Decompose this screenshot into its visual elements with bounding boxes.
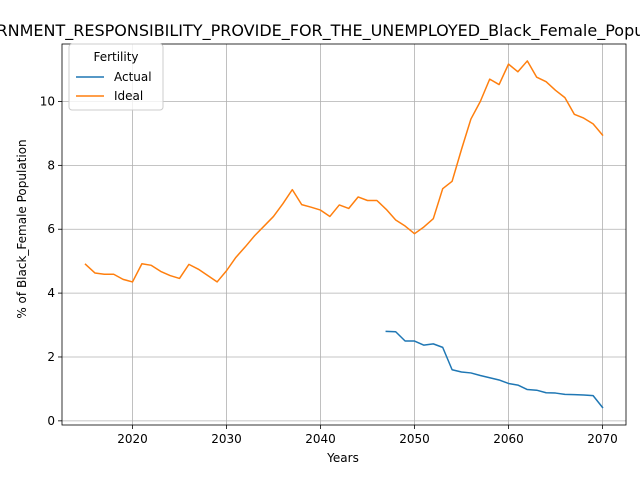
- y-tick-label: 8: [47, 158, 55, 172]
- y-tick-label: 0: [47, 414, 55, 428]
- x-tick-label: 2060: [493, 432, 524, 446]
- y-axis-label: % of Black_Female Population: [15, 139, 29, 318]
- y-axis-ticks: 0 2 4 6 8 10: [40, 94, 62, 428]
- legend: Fertility Actual Ideal: [68, 43, 164, 111]
- x-tick-label: 2040: [305, 432, 336, 446]
- plot-area-frame: [61, 43, 627, 426]
- x-axis-ticks: 2020 2030 2040 2050 2060 2070: [117, 425, 618, 446]
- grid-lines: [62, 44, 626, 425]
- series-line-actual: [385, 330, 604, 409]
- series-layer: [84, 60, 604, 409]
- chart-title: GOVERNMENT_RESPONSIBILITY_PROVIDE_FOR_TH…: [0, 21, 640, 41]
- y-tick-label: 6: [47, 222, 55, 236]
- legend-entry-ideal: Ideal: [114, 89, 143, 103]
- x-axis-label: Years: [326, 451, 359, 465]
- legend-title: Fertility: [93, 50, 138, 64]
- series-line-ideal: [84, 60, 604, 283]
- x-tick-label: 2030: [211, 432, 242, 446]
- x-tick-label: 2050: [399, 432, 430, 446]
- y-tick-label: 4: [47, 286, 55, 300]
- legend-entry-actual: Actual: [114, 70, 152, 84]
- y-tick-label: 10: [40, 94, 55, 108]
- legend-box: [68, 43, 164, 111]
- x-tick-label: 2070: [587, 432, 618, 446]
- y-tick-label: 2: [47, 350, 55, 364]
- x-tick-label: 2020: [117, 432, 148, 446]
